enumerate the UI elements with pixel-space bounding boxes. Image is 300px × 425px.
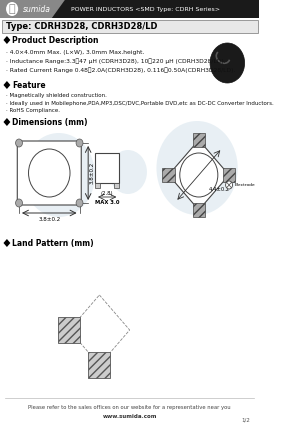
Circle shape bbox=[210, 43, 244, 83]
Circle shape bbox=[157, 121, 238, 215]
Circle shape bbox=[76, 199, 83, 207]
Text: · 4.0×4.0mm Max. (L×W), 3.0mm Max.height.: · 4.0×4.0mm Max. (L×W), 3.0mm Max.height… bbox=[6, 50, 144, 55]
Text: 4.4±0.2: 4.4±0.2 bbox=[209, 187, 230, 192]
Text: 3.8±0.2: 3.8±0.2 bbox=[90, 162, 95, 184]
Polygon shape bbox=[4, 36, 11, 44]
Circle shape bbox=[226, 181, 232, 189]
Text: · Inductance Range:3.3～47 μH (CDRH3D28), 10～220 μH (CDRH3D28/LD).: · Inductance Range:3.3～47 μH (CDRH3D28),… bbox=[6, 59, 226, 64]
Text: · Ideally used in Mobilephone,PDA,MP3,DSC/DVC,Portable DVD,etc as DC-DC Converte: · Ideally used in Mobilephone,PDA,MP3,DS… bbox=[6, 100, 274, 105]
FancyBboxPatch shape bbox=[0, 0, 259, 18]
Text: Land Pattern (mm): Land Pattern (mm) bbox=[12, 238, 94, 247]
Polygon shape bbox=[4, 81, 11, 89]
Text: Please refer to the sales offices on our website for a representative near you: Please refer to the sales offices on our… bbox=[28, 405, 231, 411]
Polygon shape bbox=[4, 118, 11, 126]
Circle shape bbox=[22, 133, 95, 217]
Text: Feature: Feature bbox=[12, 80, 46, 90]
Text: 3.8±0.2: 3.8±0.2 bbox=[38, 217, 60, 222]
Polygon shape bbox=[162, 168, 175, 182]
Polygon shape bbox=[169, 140, 229, 210]
Text: www.sumida.com: www.sumida.com bbox=[103, 414, 157, 419]
FancyBboxPatch shape bbox=[114, 183, 119, 188]
Text: (2.8): (2.8) bbox=[101, 191, 113, 196]
Polygon shape bbox=[223, 168, 235, 182]
Text: POWER INDUCTORS <SMD Type: CDRH Series>: POWER INDUCTORS <SMD Type: CDRH Series> bbox=[71, 6, 220, 11]
Polygon shape bbox=[0, 0, 65, 18]
FancyBboxPatch shape bbox=[2, 20, 258, 33]
Polygon shape bbox=[88, 352, 110, 378]
Text: Electrode: Electrode bbox=[234, 183, 255, 187]
Circle shape bbox=[6, 2, 18, 16]
FancyBboxPatch shape bbox=[95, 153, 119, 183]
Circle shape bbox=[16, 139, 22, 147]
FancyBboxPatch shape bbox=[95, 183, 100, 188]
Text: · RoHS Compliance.: · RoHS Compliance. bbox=[6, 108, 60, 113]
Circle shape bbox=[28, 149, 70, 197]
Text: sumida: sumida bbox=[22, 5, 50, 14]
Text: Product Description: Product Description bbox=[12, 36, 99, 45]
FancyBboxPatch shape bbox=[17, 141, 81, 205]
Text: · Magnetically shielded construction.: · Magnetically shielded construction. bbox=[6, 93, 107, 98]
Text: Type: CDRH3D28, CDRH3D28/LD: Type: CDRH3D28, CDRH3D28/LD bbox=[6, 22, 158, 31]
Polygon shape bbox=[193, 133, 205, 147]
Text: 1/2: 1/2 bbox=[242, 417, 251, 422]
Text: Dimensions (mm): Dimensions (mm) bbox=[12, 117, 88, 127]
Polygon shape bbox=[193, 203, 205, 217]
Circle shape bbox=[76, 139, 83, 147]
Polygon shape bbox=[58, 317, 80, 343]
Polygon shape bbox=[4, 239, 11, 247]
Text: MAX 3.0: MAX 3.0 bbox=[95, 200, 119, 205]
Circle shape bbox=[109, 150, 147, 194]
Circle shape bbox=[16, 199, 22, 207]
Text: Ⓢ: Ⓢ bbox=[9, 4, 15, 14]
Circle shape bbox=[180, 153, 218, 197]
Text: · Rated Current Range 0.48～2.0A(CDRH3D28), 0.116～0.50A(CDRH3D28/LD).: · Rated Current Range 0.48～2.0A(CDRH3D28… bbox=[6, 67, 236, 73]
